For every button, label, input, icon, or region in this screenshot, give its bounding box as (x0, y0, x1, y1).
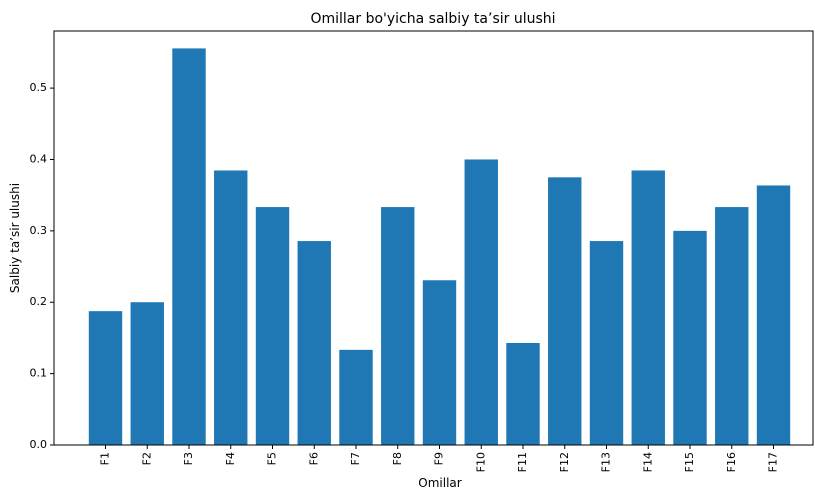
y-axis: 0.0 0.1 0.2 0.3 0.4 0.5 (30, 81, 54, 451)
bar-f6 (297, 241, 331, 445)
bar-f16 (715, 207, 749, 445)
x-tick-label-f4: F4 (224, 452, 237, 465)
bars-group (88, 48, 791, 446)
x-tick-label-f3: F3 (182, 452, 195, 465)
bar-f14 (631, 170, 665, 446)
plot-frame (53, 30, 814, 446)
x-tick-label-f10: F10 (474, 452, 487, 472)
y-tick-label: 0.3 (30, 224, 48, 237)
x-tick-label-f5: F5 (266, 452, 279, 465)
y-axis-label: Salbiy ta’sir ulushi (8, 183, 22, 293)
y-tick-label: 0.1 (30, 367, 48, 380)
y-tick-label: 0.4 (30, 152, 48, 165)
bar-f10 (464, 159, 498, 446)
x-tick-label-f7: F7 (349, 452, 362, 465)
bar-f2 (130, 302, 164, 445)
x-axis-label: Omillar (418, 476, 461, 488)
chart-title: Omillar bo'yicha salbiy ta’sir ulushi (310, 11, 555, 27)
x-tick-label-f9: F9 (433, 452, 446, 465)
bar-f5 (255, 207, 290, 445)
x-axis: F1 F2 F3 F4 F5 F6 F7 F8 F9 F10 F11 F12 F13 F14 F15 F16 F… (99, 445, 780, 472)
x-tick-label-f1: F1 (99, 452, 112, 465)
bar-f12 (548, 177, 582, 445)
bar-f8 (381, 207, 415, 445)
bar-f17 (756, 185, 791, 445)
x-tick-label-f17: F17 (767, 452, 780, 472)
x-tick-label-f11: F11 (516, 452, 529, 472)
bar-f1 (88, 311, 123, 445)
bar-f7 (339, 349, 373, 445)
bar-f15 (673, 230, 707, 445)
x-tick-label-f2: F2 (140, 452, 153, 465)
bar-f3 (172, 48, 206, 446)
bar-f9 (422, 280, 457, 445)
x-tick-label-f6: F6 (307, 452, 320, 465)
x-tick-label-f14: F14 (641, 452, 654, 472)
x-tick-label-f8: F8 (391, 452, 404, 465)
y-tick-label: 0.2 (30, 295, 48, 308)
bar-f13 (589, 241, 624, 445)
x-tick-label-f16: F16 (725, 452, 738, 472)
bar-f11 (506, 343, 540, 445)
x-tick-label-f12: F12 (558, 452, 571, 472)
bar-f4 (214, 170, 248, 446)
y-tick-label: 0.0 (30, 438, 48, 451)
y-tick-label: 0.5 (30, 81, 48, 94)
x-tick-label-f15: F15 (683, 452, 696, 472)
x-tick-label-f13: F13 (600, 452, 613, 472)
